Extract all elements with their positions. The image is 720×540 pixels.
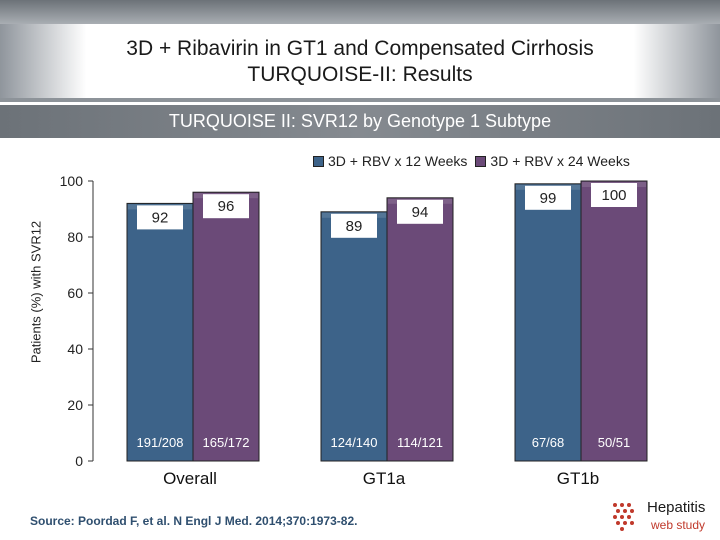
count-label: 50/51: [598, 435, 631, 450]
y-tick-label: 80: [67, 229, 83, 245]
legend-item-24-weeks: 3D + RBV x 24 Weeks: [475, 153, 630, 169]
header-banner: [0, 0, 720, 102]
slide-title-line2: TURQUOISE-II: Results: [247, 63, 473, 86]
legend-swatch-12-weeks: [313, 155, 324, 167]
legend-swatch-24-weeks: [475, 155, 487, 167]
x-category-label: GT1b: [557, 469, 600, 488]
bar-overall-series-1: [126, 202, 194, 462]
logo-subtitle: web study: [651, 518, 706, 532]
subtitle-bar: [0, 105, 720, 138]
y-tick-label: 0: [75, 453, 83, 469]
chart-subtitle: TURQUOISE II: SVR12 by Genotype 1 Subtyp…: [168, 111, 552, 131]
count-label: 67/68: [532, 435, 565, 450]
y-tick-label: 40: [67, 341, 83, 357]
bar-overall-series-2: [192, 191, 260, 462]
value-label: 92: [152, 209, 169, 226]
legend-item-12-weeks: 3D + RBV x 12 Weeks: [313, 153, 467, 169]
x-category-label: Overall: [163, 469, 217, 488]
value-label: 94: [412, 204, 429, 221]
chart-axes: 0 20 40 60 80 100: [60, 173, 94, 469]
count-label: 191/208: [137, 435, 184, 450]
x-category-label: GT1a: [363, 469, 406, 488]
y-tick-label: 100: [60, 173, 84, 189]
y-tick-label: 60: [67, 285, 83, 301]
bar-gt1b-series-2: [580, 180, 648, 462]
value-label: 100: [601, 187, 626, 204]
logo-title: Hepatitis: [647, 499, 706, 516]
value-label-box: [397, 199, 443, 224]
legend-label-24-weeks: 3D + RBV x 24 Weeks: [490, 153, 630, 169]
header-top-band: [0, 0, 720, 24]
hepatitis-logo: Hepatitis web study: [607, 497, 717, 537]
source-citation: Source: Poordad F, et al. N Engl J Med. …: [30, 514, 358, 528]
chart-legend: 3D + RBV x 12 Weeks 3D + RBV x 24 Weeks: [313, 151, 638, 171]
count-label: 114/121: [397, 435, 443, 450]
value-label: 89: [346, 218, 363, 235]
value-label-box: [525, 185, 571, 210]
count-label: 165/172: [203, 435, 250, 450]
value-label-box: [591, 183, 637, 207]
bar-gt1a-series-2: [386, 197, 454, 462]
value-label: 96: [218, 198, 235, 215]
chart-bars: [126, 180, 648, 462]
value-label-box: [137, 205, 183, 230]
value-label: 99: [540, 190, 557, 207]
slide-title: 3D + Ribavirin in GT1 and Compensated Ci…: [0, 36, 720, 88]
slide-title-line1: 3D + Ribavirin in GT1 and Compensated Ci…: [126, 37, 594, 60]
header-bottom-band: [0, 98, 720, 102]
value-label-box: [203, 194, 249, 219]
count-label: 124/140: [331, 435, 378, 450]
chart-labels: 92 191/208 96 165/172 Overall 89 124/140 94 114/…: [137, 183, 637, 488]
value-label-box: [331, 213, 377, 238]
bar-gt1b-series-1: [514, 183, 582, 462]
bar-gt1a-series-1: [320, 211, 388, 462]
legend-label-12-weeks: 3D + RBV x 12 Weeks: [328, 153, 468, 169]
logo-mark-icon: [613, 503, 634, 531]
y-tick-label: 20: [67, 397, 83, 413]
